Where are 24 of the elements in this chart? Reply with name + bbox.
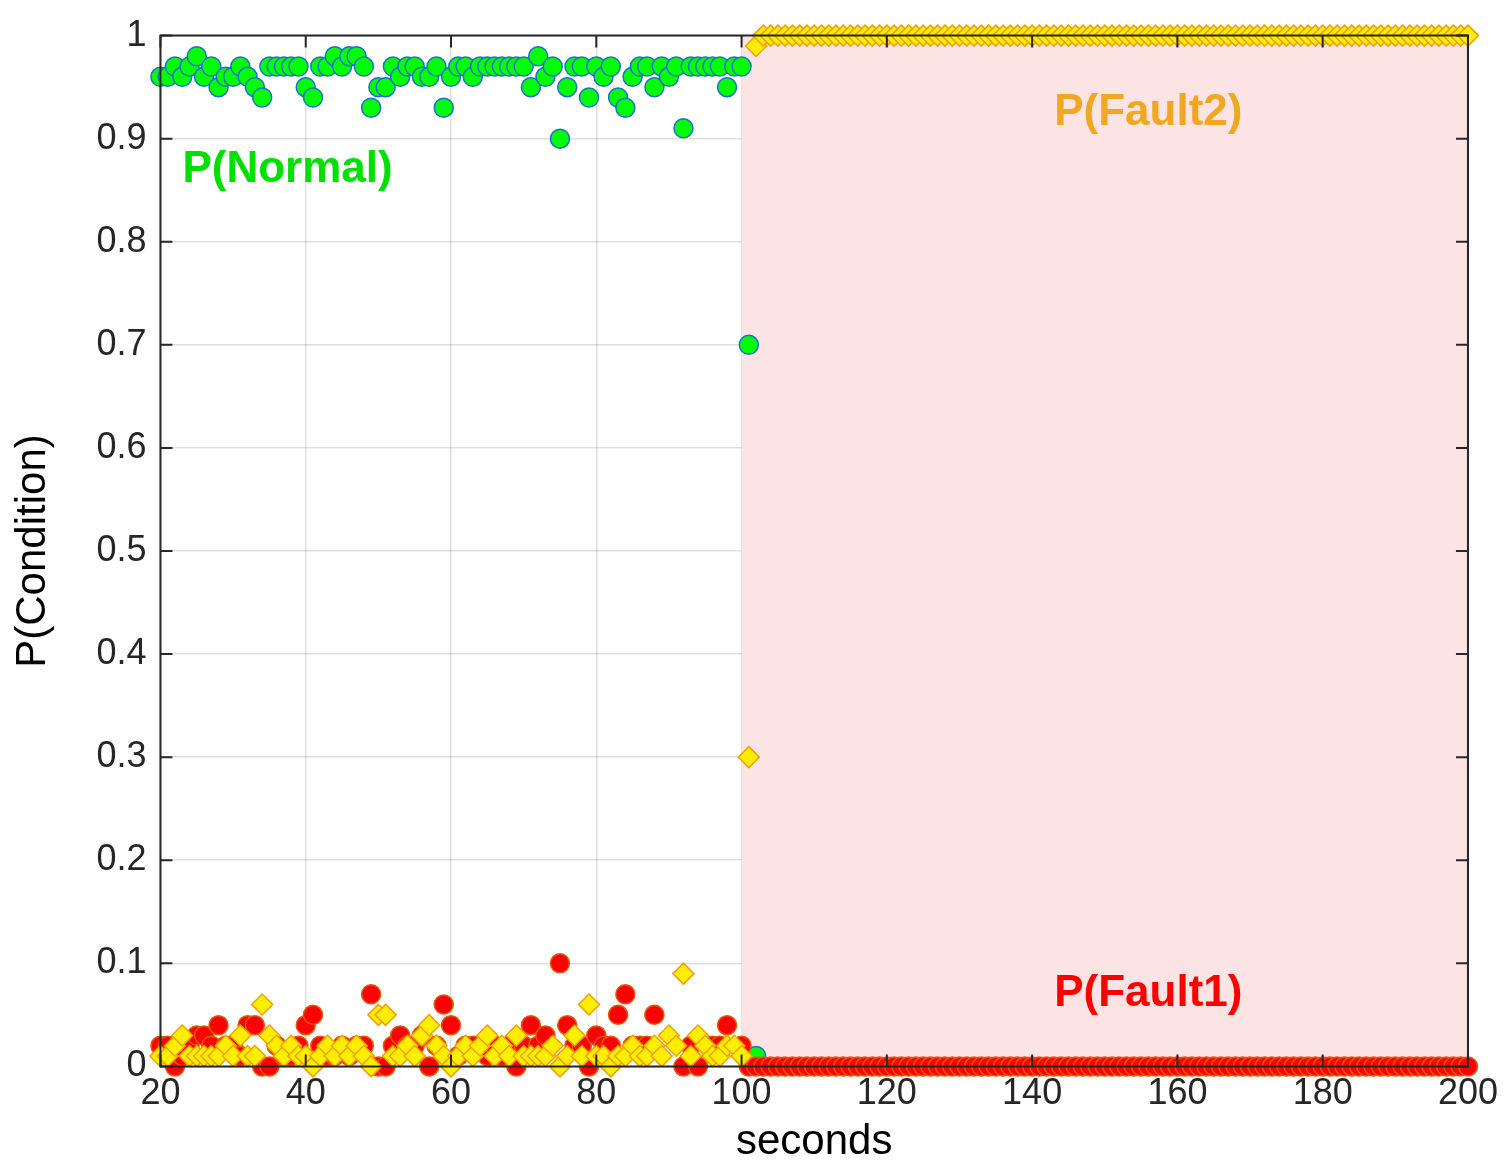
y-tick-label: 0.9: [96, 115, 147, 157]
series-label: P(Normal): [182, 141, 393, 191]
x-tick-label: 200: [1437, 1070, 1499, 1112]
y-tick-label: 0.4: [96, 631, 147, 672]
x-axis-title: seconds: [735, 1116, 893, 1164]
series-label: P(Fault2): [1054, 85, 1243, 135]
y-tick-label: 0.5: [96, 527, 147, 569]
x-tick-label: 60: [430, 1070, 472, 1112]
x-tick-label: 120: [856, 1070, 917, 1112]
y-tick-label: 0.8: [96, 218, 147, 260]
x-tick-label: 100: [711, 1070, 772, 1112]
y-axis-title: P(Condition): [6, 434, 54, 668]
y-tick-label: 0.3: [96, 734, 147, 776]
y-tick-label: 0.6: [96, 424, 147, 466]
x-tick-label: 160: [1147, 1070, 1208, 1112]
y-tick-label: 0.1: [96, 940, 147, 982]
series-label: P(Fault1): [1054, 966, 1243, 1016]
x-tick-label: 180: [1292, 1070, 1353, 1112]
x-tick-label: 40: [285, 1070, 326, 1112]
y-tick-label: 1: [126, 12, 147, 54]
x-tick-label: 80: [576, 1070, 617, 1112]
y-tick-label: 0.2: [96, 837, 147, 879]
y-tick-label: 0.7: [96, 321, 147, 363]
x-tick-label: 140: [1002, 1070, 1063, 1112]
